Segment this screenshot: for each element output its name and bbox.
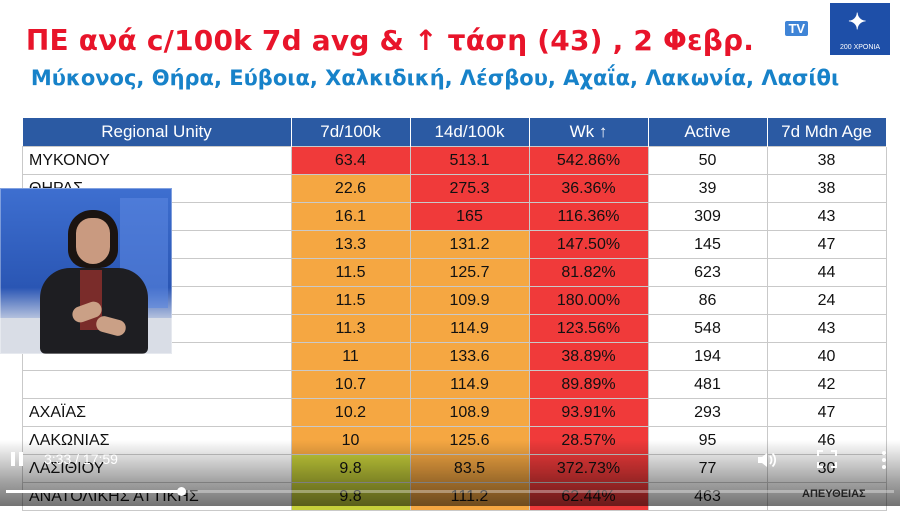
video-progress-bar[interactable] [6, 487, 894, 496]
inset-frame [0, 188, 172, 354]
cell-weekly-trend: 36.36% [528, 174, 649, 203]
cell-7d-per-100k: 11 [290, 342, 411, 371]
cell-7d-per-100k: 11.5 [290, 258, 411, 287]
cell-7d-per-100k: 13.3 [290, 230, 411, 259]
cell-weekly-trend: 147.50% [528, 230, 649, 259]
slide-subtitle: Μύκονος, Θήρα, Εύβοια, Χαλκιδική, Λέσβου… [30, 66, 840, 90]
cell-7d-per-100k: 10.7 [290, 370, 411, 399]
slide-title: ΠΕ ανά c/100k 7d avg & ↑ τάση (43) , 2 Φ… [25, 24, 755, 57]
pause-icon-bar [19, 452, 23, 466]
table-body: ΜΥΚΟΝΟΥ63.4513.1542.86%5038ΘΗΡΑΣ22.6275.… [22, 146, 887, 511]
cell-regional-unity [22, 370, 292, 399]
progress-scrubber-handle[interactable] [176, 487, 186, 496]
parliament-emblem-icon: ✦ [848, 9, 867, 34]
cell-14d-per-100k: 114.9 [409, 314, 530, 343]
more-options-icon [882, 451, 886, 469]
cell-14d-per-100k: 131.2 [409, 230, 530, 259]
cell-7d-per-100k: 11.5 [290, 286, 411, 315]
cell-regional-unity: ΜΥΚΟΝΟΥ [22, 146, 292, 175]
interpreter-face [76, 218, 110, 264]
cell-active: 39 [647, 174, 768, 203]
table-row: 10.7 114.9 89.89% 481 42 [22, 370, 887, 399]
parliament-logo-caption: 200 ΧΡΟΝΙΑ [839, 44, 881, 51]
cell-7d-median-age: 43 [766, 202, 887, 231]
cell-7d-median-age: 42 [766, 370, 887, 399]
cell-active: 86 [647, 286, 768, 315]
time-display: 3:33 / 17:59 [44, 451, 118, 467]
cell-active: 481 [647, 370, 768, 399]
table-row: ΑΧΑΪΑΣ 10.2 108.9 93.91% 293 47 [22, 398, 887, 427]
cell-7d-per-100k: 22.6 [290, 174, 411, 203]
cell-active: 623 [647, 258, 768, 287]
cell-7d-per-100k: 16.1 [290, 202, 411, 231]
header-14d-per-100k: 14d/100k [410, 118, 530, 147]
cell-7d-median-age: 44 [766, 258, 887, 287]
header-weekly-trend: Wk ↑ [529, 118, 649, 147]
volume-button[interactable] [756, 450, 778, 470]
cell-7d-median-age: 38 [766, 146, 887, 175]
interpreter-figure [26, 206, 156, 354]
cell-weekly-trend: 542.86% [528, 146, 649, 175]
cell-regional-unity: ΑΧΑΪΑΣ [22, 398, 292, 427]
cell-active: 309 [647, 202, 768, 231]
cell-active: 50 [647, 146, 768, 175]
parliament-logo: ✦ 200 ΧΡΟΝΙΑ [830, 3, 890, 55]
sign-language-interpreter-video [0, 188, 172, 354]
header-7d-per-100k: 7d/100k [291, 118, 411, 147]
cell-weekly-trend: 89.89% [528, 370, 649, 399]
cell-14d-per-100k: 109.9 [409, 286, 530, 315]
channel-logo-text: ΒΟΥΛΗ [724, 18, 783, 37]
header-regional-unity: Regional Unity [22, 118, 292, 147]
cell-weekly-trend: 116.36% [528, 202, 649, 231]
cell-active: 145 [647, 230, 768, 259]
cell-14d-per-100k: 165 [409, 202, 530, 231]
cell-7d-median-age: 40 [766, 342, 887, 371]
cell-14d-per-100k: 114.9 [409, 370, 530, 399]
table-header-row: Regional Unity 7d/100k 14d/100k Wk ↑ Act… [22, 118, 887, 147]
cell-7d-per-100k: 11.3 [290, 314, 411, 343]
fullscreen-button[interactable] [816, 449, 838, 469]
table-row: ΜΥΚΟΝΟΥ 63.4 513.1 542.86% 50 38 [22, 146, 887, 175]
cell-active: 194 [647, 342, 768, 371]
table-row: 11 133.6 38.89% 194 40 [22, 342, 887, 371]
cell-weekly-trend: 123.56% [528, 314, 649, 343]
cell-7d-median-age: 43 [766, 314, 887, 343]
video-controls-bar: 3:33 / 17:59 ΑΠΕΥΘΕΙΑΣ [0, 440, 900, 506]
volume-icon [758, 452, 777, 468]
channel-logo: ΒΟΥΛΗ TV [724, 16, 824, 40]
cell-7d-median-age: 47 [766, 230, 887, 259]
cell-weekly-trend: 38.89% [528, 342, 649, 371]
cell-weekly-trend: 93.91% [528, 398, 649, 427]
cell-14d-per-100k: 275.3 [409, 174, 530, 203]
progress-fill [6, 490, 181, 493]
fullscreen-icon [817, 450, 837, 468]
cell-14d-per-100k: 108.9 [409, 398, 530, 427]
header-active: Active [648, 118, 768, 147]
pause-icon [11, 452, 15, 466]
pause-button[interactable] [8, 448, 26, 470]
cell-14d-per-100k: 513.1 [409, 146, 530, 175]
channel-logo-badge: TV [785, 20, 809, 36]
cell-14d-per-100k: 125.7 [409, 258, 530, 287]
cell-weekly-trend: 81.82% [528, 258, 649, 287]
cell-7d-per-100k: 63.4 [290, 146, 411, 175]
regional-data-table: Regional Unity 7d/100k 14d/100k Wk ↑ Act… [22, 118, 887, 511]
cell-14d-per-100k: 133.6 [409, 342, 530, 371]
more-options-button[interactable] [876, 449, 892, 471]
live-label: ΑΠΕΥΘΕΙΑΣ [802, 488, 866, 500]
cell-weekly-trend: 180.00% [528, 286, 649, 315]
cell-active: 548 [647, 314, 768, 343]
header-7d-median-age: 7d Mdn Age [767, 118, 887, 147]
cell-7d-median-age: 38 [766, 174, 887, 203]
cell-7d-median-age: 47 [766, 398, 887, 427]
cell-7d-median-age: 24 [766, 286, 887, 315]
cell-7d-per-100k: 10.2 [290, 398, 411, 427]
cell-active: 293 [647, 398, 768, 427]
